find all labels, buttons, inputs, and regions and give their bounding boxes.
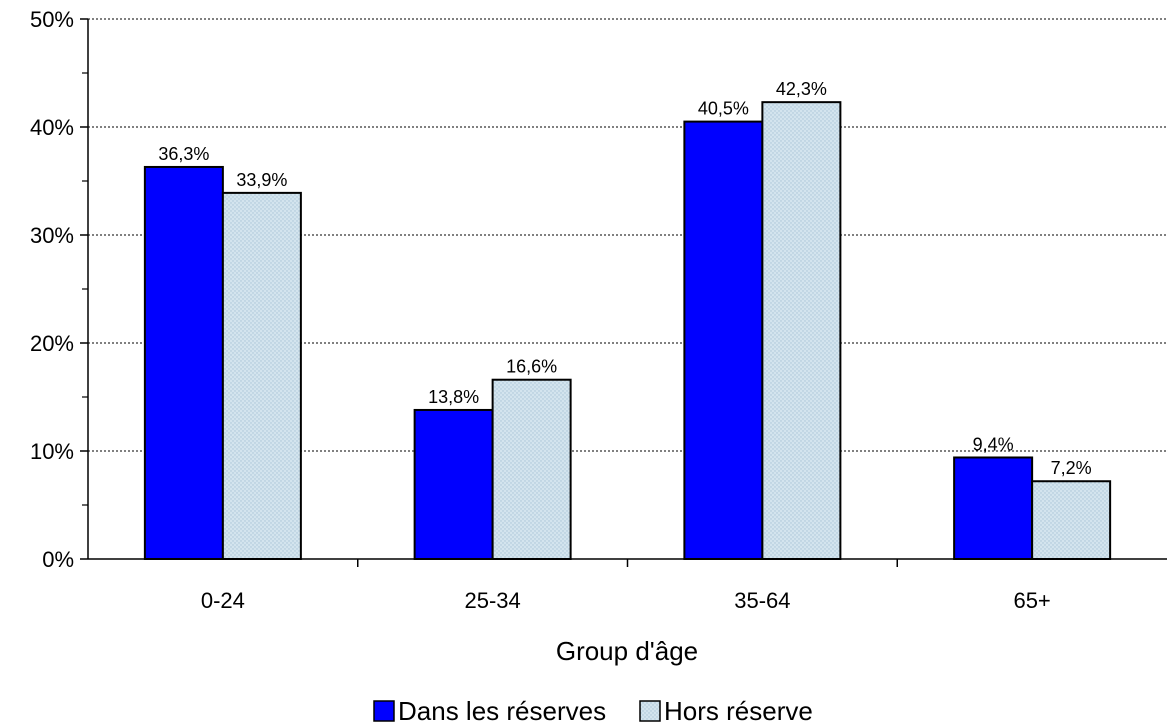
bar-dans-les-reserves [413,408,494,560]
data-label: 36,3% [158,144,209,164]
bar-dans-les-reserves [143,165,224,561]
y-axis-ticks: 0% 10% 20% 30% 40% 50% [30,7,88,572]
x-tick-label: 35-64 [734,588,790,613]
x-tick-label: 25-34 [464,588,520,613]
bars [143,101,1112,561]
bar-hors-reserve [221,191,302,560]
bar-dans-les-reserves [683,120,764,560]
data-label: 33,9% [236,170,287,190]
legend-label-dans-les-reserves: Dans les réserves [398,696,606,725]
data-label: 16,6% [506,357,557,377]
y-tick-label: 20% [30,331,74,356]
data-label: 13,8% [428,387,479,407]
bar-hors-reserve [761,101,842,560]
bar-hors-reserve [1031,480,1112,560]
legend-label-hors-reserve: Hors réserve [664,696,813,725]
x-tick-label: 0-24 [201,588,245,613]
y-tick-label: 0% [42,547,74,572]
y-tick-label: 30% [30,223,74,248]
y-tick-label: 10% [30,439,74,464]
data-label: 7,2% [1051,458,1092,478]
y-tick-label: 40% [30,115,74,140]
x-axis-title: Group d'âge [556,636,698,666]
data-label: 9,4% [973,434,1014,454]
legend-swatch-dans-les-reserves [373,700,395,722]
x-axis-ticks: 0-24 25-34 35-64 65+ [201,559,1051,613]
x-tick-label: 65+ [1013,588,1050,613]
data-label: 42,3% [776,79,827,99]
data-label: 40,5% [698,99,749,119]
bar-dans-les-reserves [953,456,1034,561]
legend: Dans les réserves Hors réserve [373,696,813,725]
bar-hors-reserve [491,378,572,560]
y-tick-label: 50% [30,7,74,32]
data-labels: 36,3% 13,8% 40,5% 9,4% 33,9% 16,6% 42,3% 7,2% [158,79,1091,478]
legend-swatch-hors-reserve [639,700,661,722]
